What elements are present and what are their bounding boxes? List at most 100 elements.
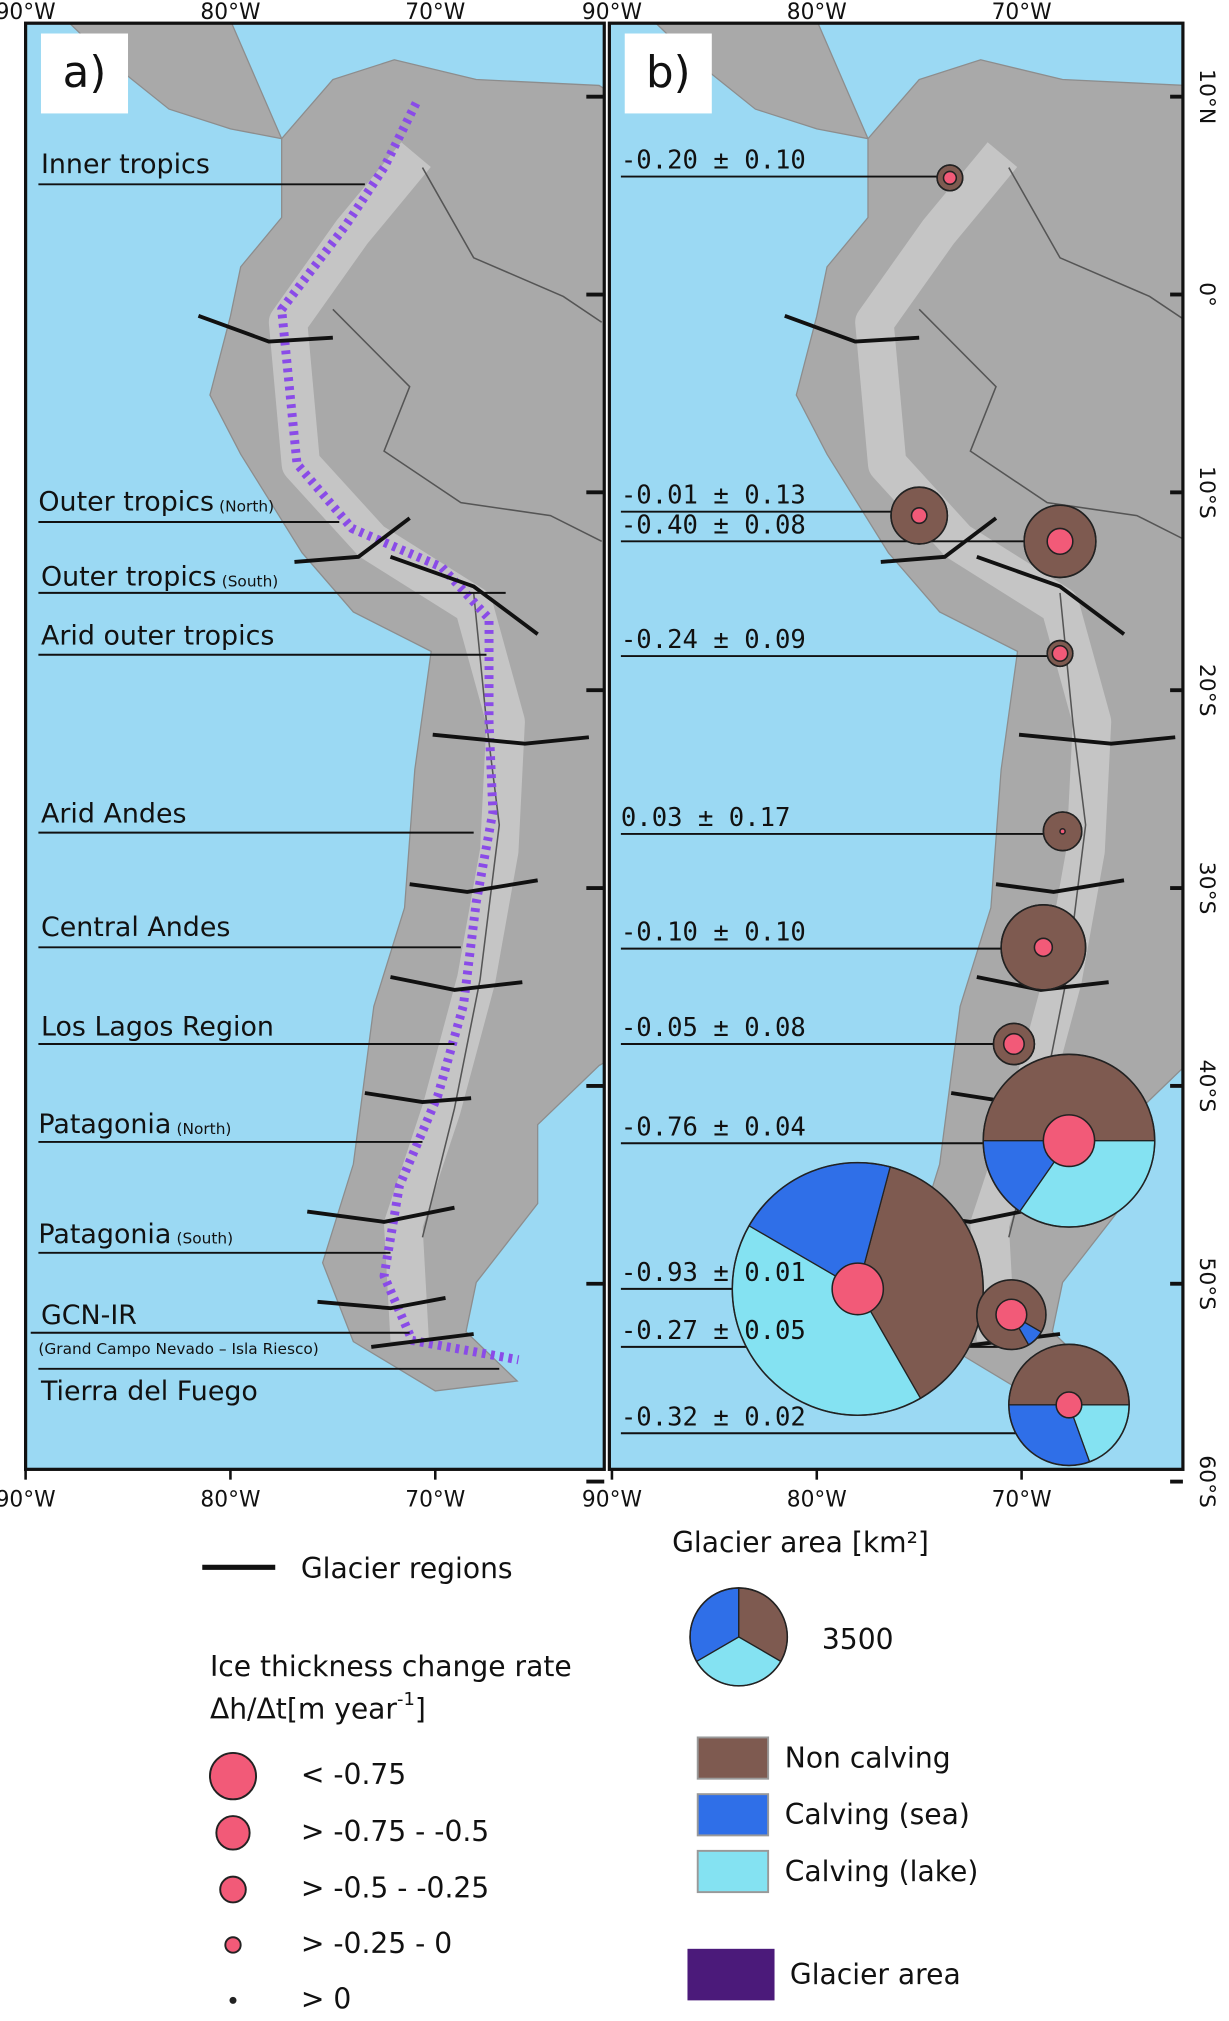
rate-label: -0.20 ± 0.10 bbox=[621, 146, 806, 176]
panel-label: a) bbox=[63, 47, 107, 98]
region-name: Outer tropics bbox=[41, 561, 217, 592]
rate-symbol bbox=[831, 1262, 885, 1316]
rate-class-symbol bbox=[208, 1751, 258, 1801]
lon-tick-label: 70°W bbox=[405, 0, 465, 25]
rate-symbol bbox=[1059, 827, 1066, 835]
area-pie bbox=[992, 1022, 1036, 1066]
pie-outline bbox=[1008, 1343, 1130, 1467]
unit-end: ] bbox=[415, 1692, 426, 1725]
lon-tick-label: 80°W bbox=[200, 1487, 260, 1512]
map-panel: a) 90°W 90°W 80°W 80°W 70°W 70°W bbox=[0, 0, 606, 1512]
region-boundary bbox=[1018, 732, 1176, 746]
area-pie bbox=[976, 1279, 1047, 1351]
rate-label: -0.10 ± 0.10 bbox=[621, 918, 806, 948]
area-pie bbox=[1042, 811, 1083, 852]
rate-class-label: > -0.75 - -0.5 bbox=[301, 1815, 489, 1848]
legend-unit: Δh/Δt[m year-1] bbox=[210, 1689, 426, 1725]
region-boundary bbox=[371, 1332, 474, 1349]
rate-symbol bbox=[1033, 937, 1054, 958]
region-name: Arid outer tropics bbox=[41, 620, 274, 651]
area-pie bbox=[982, 1053, 1156, 1228]
unit-text: Δh/Δt[m year bbox=[210, 1692, 397, 1725]
lon-tick-label: 70°W bbox=[992, 0, 1052, 25]
area-reference: 3500 bbox=[822, 1623, 894, 1656]
region-label: Tierra del Fuego bbox=[40, 1375, 258, 1406]
rate-class-symbol bbox=[229, 1996, 237, 2004]
rate-label: -0.24 ± 0.09 bbox=[621, 625, 806, 655]
region-label: GCN-IR bbox=[41, 1299, 137, 1330]
region-note: (South) bbox=[222, 572, 279, 590]
rate-label: -0.05 ± 0.08 bbox=[621, 1013, 806, 1043]
calving-label: Calving (sea) bbox=[785, 1798, 970, 1831]
region-label: Patagonia (North) bbox=[38, 1109, 231, 1140]
calving-swatch bbox=[696, 1793, 770, 1837]
area-pie bbox=[731, 1161, 984, 1416]
rate-symbol bbox=[1046, 527, 1074, 556]
lat-tick-label: 0° bbox=[1194, 282, 1219, 307]
region-name: Central Andes bbox=[41, 911, 230, 942]
andes-relief bbox=[268, 142, 525, 1342]
calving-swatch bbox=[696, 1736, 770, 1780]
country-border bbox=[421, 167, 603, 323]
pie-outline bbox=[890, 486, 949, 545]
rate-class-symbol bbox=[224, 1936, 242, 1954]
region-label: Arid outer tropics bbox=[41, 620, 274, 651]
region-label: Arid Andes bbox=[41, 798, 187, 829]
map-content bbox=[25, 23, 605, 1470]
area-pie bbox=[890, 486, 949, 545]
country-border bbox=[1008, 167, 1183, 320]
region-label: Outer tropics (North) bbox=[38, 486, 274, 517]
region-note: (Grand Campo Nevado – Isla Riesco) bbox=[38, 1340, 318, 1358]
region-boundary bbox=[197, 313, 333, 344]
pie-outline bbox=[1042, 811, 1083, 852]
lat-tick-label: 20°S bbox=[1194, 664, 1219, 717]
lon-tick-label: 80°W bbox=[787, 0, 847, 25]
lon-tick-label: 90°W bbox=[0, 0, 56, 25]
region-boundary bbox=[317, 1296, 446, 1311]
lon-tick-label: 80°W bbox=[787, 1487, 847, 1512]
region-boundary bbox=[784, 313, 920, 344]
lat-tick-label: 30°S bbox=[1194, 862, 1219, 915]
lon-tick-label: 80°W bbox=[200, 0, 260, 25]
region-boundary bbox=[995, 878, 1125, 894]
region-name: Patagonia bbox=[38, 1218, 171, 1249]
region-name: Arid Andes bbox=[41, 798, 187, 829]
panel-label: b) bbox=[646, 47, 691, 98]
rate-class-symbol bbox=[215, 1815, 251, 1851]
pie-outline bbox=[936, 164, 964, 192]
calving-label: Non calving bbox=[785, 1741, 951, 1774]
rate-class-label: > 0 bbox=[301, 1982, 351, 2015]
pie-outline bbox=[689, 1587, 789, 1687]
lon-tick-label: 90°W bbox=[0, 1487, 56, 1512]
lat-tick-label: 60°S bbox=[1194, 1455, 1219, 1508]
area-pie bbox=[936, 164, 964, 192]
region-name: Outer tropics bbox=[38, 486, 214, 517]
rate-symbol bbox=[1042, 1114, 1096, 1168]
glacier-area-swatch bbox=[687, 1948, 775, 2001]
rate-label: -0.93 ± 0.01 bbox=[621, 1258, 806, 1288]
rate-class-symbol bbox=[219, 1875, 247, 1904]
region-boundary bbox=[432, 732, 590, 746]
region-boundary bbox=[409, 878, 538, 894]
area-pie bbox=[1046, 639, 1074, 668]
calving-label: Calving (lake) bbox=[785, 1855, 979, 1888]
area-pie bbox=[1023, 504, 1097, 579]
rate-class-label: > -0.25 - 0 bbox=[301, 1927, 452, 1960]
pie-outline bbox=[982, 1053, 1156, 1228]
lon-tick-label: 70°W bbox=[992, 1487, 1052, 1512]
rate-symbol bbox=[1002, 1032, 1025, 1056]
region-boundary bbox=[976, 554, 1126, 636]
area-pie bbox=[1000, 904, 1087, 991]
region-label: Patagonia (South) bbox=[38, 1218, 233, 1249]
lat-tick-label: 10°S bbox=[1194, 466, 1219, 519]
region-name: Tierra del Fuego bbox=[40, 1375, 258, 1406]
panel-frame bbox=[607, 21, 1185, 1471]
area-pie bbox=[1008, 1343, 1130, 1467]
rate-label: -0.40 ± 0.08 bbox=[621, 510, 806, 540]
panel-label-box bbox=[40, 33, 129, 114]
pie-outline bbox=[1023, 504, 1097, 579]
region-name: Inner tropics bbox=[41, 148, 210, 179]
region-label: Los Lagos Region bbox=[41, 1011, 274, 1042]
country-border bbox=[421, 592, 501, 1238]
